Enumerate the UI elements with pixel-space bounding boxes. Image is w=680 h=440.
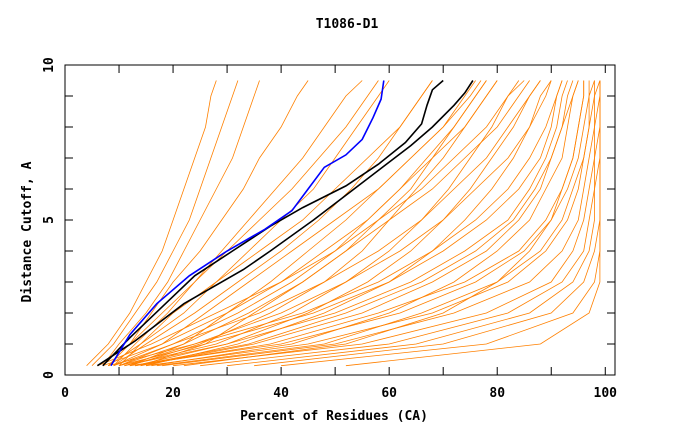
highlight-curve (110, 80, 385, 367)
model-curve (200, 80, 601, 367)
model-curve (135, 80, 585, 367)
model-curve (140, 80, 574, 367)
model-curve (135, 80, 579, 367)
x-tick-label: 40 (273, 386, 289, 401)
x-axis-label: Percent of Residues (CA) (240, 409, 428, 424)
y-tick-label: 0 (42, 371, 57, 379)
model-curve (124, 80, 568, 367)
model-curve (91, 80, 239, 366)
model-curve (124, 80, 520, 367)
model-curve (183, 80, 585, 367)
model-curve (97, 80, 525, 367)
ticks-group: 0 20 40 60 80 100 0 5 10 (42, 57, 617, 401)
reference-curve (96, 80, 474, 367)
model-curve (107, 80, 433, 367)
model-curve (113, 80, 498, 367)
model-curve (113, 80, 541, 367)
model-curve (145, 80, 595, 367)
model-curve (108, 80, 552, 367)
model-curve (124, 80, 563, 367)
chart-title: T1086-D1 (316, 17, 379, 32)
model-curve (129, 80, 482, 367)
model-curve (118, 80, 530, 367)
y-tick-label: 10 (42, 57, 57, 73)
model-curve (156, 80, 595, 367)
model-curve (102, 80, 260, 366)
x-tick-label: 80 (489, 386, 505, 401)
y-axis-label: Distance Cutoff, A (20, 161, 35, 302)
model-curve (162, 80, 601, 367)
x-tick-label: 20 (165, 386, 181, 401)
model-curve (145, 80, 552, 367)
model-curve (118, 80, 487, 367)
model-curve (173, 80, 601, 367)
x-tick-label: 0 (61, 386, 69, 401)
x-tick-label: 100 (594, 386, 618, 401)
y-tick-label: 5 (42, 216, 57, 224)
model-curve (97, 80, 379, 367)
reference-curve (102, 79, 444, 367)
x-tick-label: 60 (381, 386, 397, 401)
model-curve (151, 80, 579, 367)
model-curve (345, 80, 601, 367)
series-group (86, 79, 601, 367)
model-curve (86, 80, 217, 366)
model-curve (113, 80, 363, 366)
model-curve (118, 80, 563, 367)
model-curve (102, 80, 476, 367)
